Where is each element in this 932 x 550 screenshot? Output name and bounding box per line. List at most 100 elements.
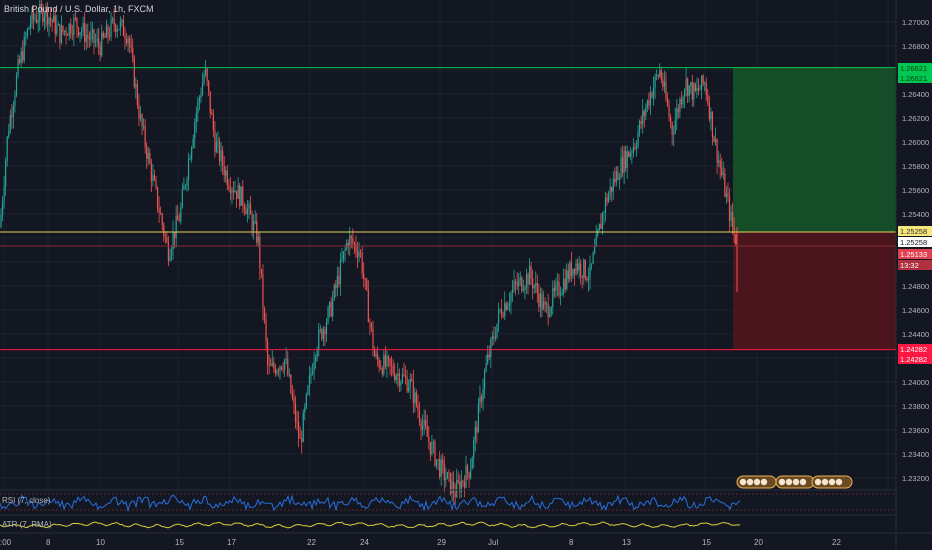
candle-body (676, 108, 678, 120)
candle-body (527, 274, 529, 285)
candle-body (330, 301, 332, 317)
candle-body (329, 301, 331, 308)
candle-body (679, 99, 681, 112)
candle-body (645, 108, 647, 116)
target-price-tag-alt-bg (898, 73, 932, 83)
x-tick-label: 15 (175, 538, 184, 547)
candle-body (56, 25, 58, 34)
candle-body (161, 214, 163, 225)
candle-body (383, 354, 385, 375)
candle-body (561, 292, 563, 295)
candle-body (651, 92, 653, 98)
event-icon[interactable] (753, 478, 761, 486)
candle-body (225, 170, 227, 176)
candle-body (480, 396, 483, 402)
candle-body (46, 6, 49, 25)
candle-body (522, 290, 524, 291)
candle-body (82, 23, 84, 32)
candle-body (564, 278, 566, 290)
candle-body (222, 150, 224, 166)
atr-line (0, 521, 741, 529)
candle-body (699, 89, 701, 91)
candle-body (401, 374, 404, 382)
event-icon[interactable] (821, 478, 829, 486)
candle-body (124, 35, 126, 40)
candle-body (48, 17, 50, 25)
candle-body (307, 386, 309, 394)
candle-body (437, 459, 439, 460)
candle-body (542, 301, 545, 310)
candle-body (559, 294, 562, 296)
candle-body (212, 114, 214, 131)
event-icon[interactable] (828, 478, 836, 486)
candle-body (671, 122, 673, 135)
candle-body (652, 87, 655, 98)
event-icon[interactable] (835, 478, 843, 486)
candle-body (136, 84, 138, 105)
candle-body (515, 281, 517, 284)
candle-body (375, 354, 377, 357)
event-icon[interactable] (760, 478, 768, 486)
candle-body (435, 459, 438, 466)
candle-body (446, 472, 448, 479)
candle-body (612, 178, 614, 192)
candle-body (570, 262, 572, 277)
candle-body (318, 329, 320, 351)
candle-body (406, 377, 408, 392)
candle-body (342, 251, 345, 260)
candle-body (553, 288, 555, 291)
candle-body (332, 298, 334, 317)
candle-body (341, 259, 343, 261)
candle-body (143, 125, 145, 127)
candle-body (215, 142, 218, 153)
candle-body (459, 481, 461, 493)
x-tick-label: 8 (569, 538, 574, 547)
candle-body (575, 263, 577, 274)
event-icon[interactable] (792, 478, 800, 486)
time-axis[interactable]: :00 8 10 15 17 22 24 29 Jul 8 13 15 20 22 (0, 532, 932, 547)
event-icon[interactable] (799, 478, 807, 486)
stop-price-tag-bg (898, 344, 932, 354)
candle-body (327, 307, 329, 323)
candle-body (271, 362, 273, 366)
candle-body (208, 80, 210, 92)
candle-body (366, 279, 368, 290)
candle-body (608, 194, 610, 203)
event-icon[interactable] (814, 478, 822, 486)
event-icon[interactable] (785, 478, 793, 486)
candle-body (12, 106, 14, 118)
event-icon[interactable] (778, 478, 786, 486)
price-axis[interactable]: 1.27000 1.26800 1.26400 1.26200 1.26000 1.258… (895, 0, 932, 550)
candle-body (311, 371, 314, 374)
event-icon[interactable] (739, 478, 747, 486)
countdown-tag: 13:32 (900, 261, 919, 270)
candle-body (730, 211, 732, 221)
candle-body (547, 303, 549, 317)
candle-body (603, 212, 605, 214)
candle-body (728, 196, 731, 221)
entry-price-tag-alt: 1.25258 (900, 238, 927, 247)
candle-body (479, 396, 481, 404)
candle-body (198, 97, 200, 101)
candle-body (727, 193, 729, 197)
candle-body (476, 427, 478, 433)
candle-body (373, 349, 376, 357)
target-price-tag-bg (898, 63, 932, 73)
candle-body (552, 288, 554, 308)
candle-body (632, 146, 634, 153)
candle-body (127, 38, 129, 43)
candle-body (493, 336, 495, 339)
candle-body (0, 215, 2, 227)
candle-body (387, 356, 390, 359)
event-icon[interactable] (746, 478, 754, 486)
candle-body (604, 197, 607, 213)
candle-body (116, 29, 118, 32)
countdown-tag-bg (898, 260, 932, 270)
candle-body (496, 323, 498, 338)
candle-body (59, 24, 61, 43)
event-badges[interactable] (736, 475, 853, 489)
candle-body (445, 478, 447, 481)
candle-body (600, 224, 602, 229)
candle-body (107, 25, 109, 36)
